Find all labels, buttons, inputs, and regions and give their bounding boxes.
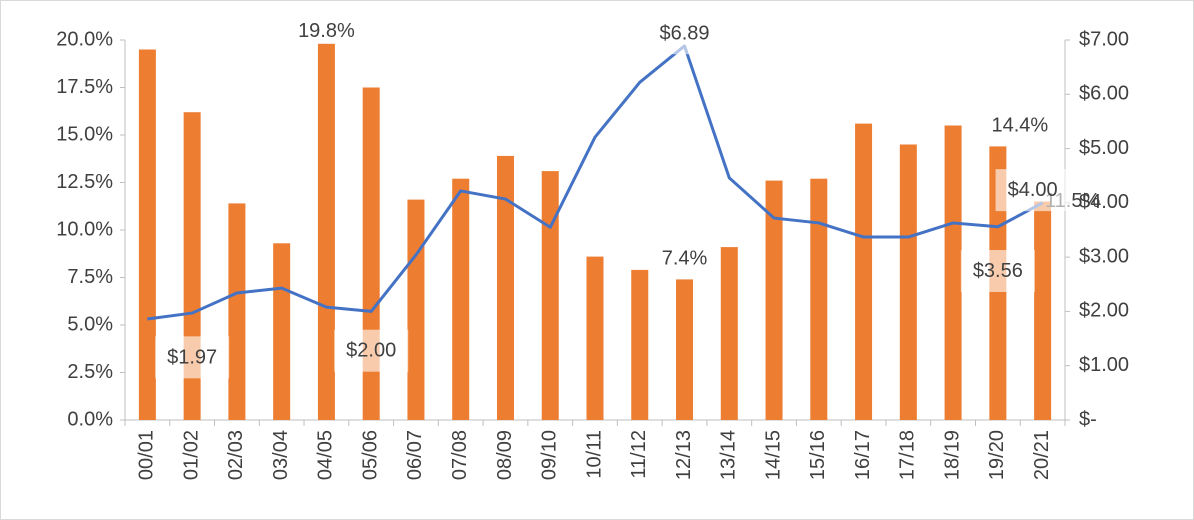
y-tick-label: 10.0%	[56, 218, 113, 240]
bar	[541, 171, 559, 420]
x-tick-label: 14/15	[762, 430, 784, 480]
y2-tick-label: $1.00	[1079, 354, 1129, 376]
y-tick-label: 20.0%	[56, 28, 113, 50]
data-label: 14.4%	[991, 115, 1048, 137]
y-tick-label: 12.5%	[56, 171, 113, 193]
data-label-bg	[960, 250, 1035, 293]
data-label: $3.56	[973, 260, 1023, 282]
y-tick-label: 7.5%	[67, 266, 113, 288]
x-tick-label: 00/01	[136, 430, 158, 480]
x-tick-label: 12/13	[673, 430, 695, 480]
x-tick-label: 05/06	[359, 430, 381, 480]
x-tick-label: 06/07	[404, 430, 426, 480]
x-tick-label: 20/21	[1031, 430, 1053, 480]
bar	[720, 247, 738, 420]
x-tick-label: 11/12	[628, 430, 650, 479]
bar	[676, 279, 694, 420]
y-tick-label: 2.5%	[67, 361, 113, 383]
x-tick-label: 01/02	[180, 430, 202, 480]
x-tick-label: 10/11	[583, 430, 605, 479]
y2-tick-label: $3.00	[1079, 245, 1129, 267]
x-tick-label: 03/04	[270, 430, 292, 480]
bar	[631, 269, 649, 420]
bar	[228, 203, 246, 420]
y2-tick-label: $5.00	[1079, 137, 1129, 159]
x-tick-label: 15/16	[807, 430, 829, 480]
data-label: 19.8%	[298, 20, 355, 42]
y-tick-label: 15.0%	[56, 123, 113, 145]
x-tick-label: 04/05	[315, 430, 337, 480]
line	[147, 44, 1044, 321]
y2-tick-label: $7.00	[1079, 28, 1129, 50]
data-label-bg	[647, 12, 722, 55]
bar	[452, 178, 470, 420]
data-label: $6.89	[659, 22, 709, 44]
x-tick-label: 07/08	[449, 430, 471, 480]
x-tick-label: 13/14	[718, 430, 740, 480]
y2-tick-label: $-	[1079, 408, 1097, 430]
y-tick-label: 17.5%	[56, 76, 113, 98]
data-label: $2.00	[346, 340, 396, 362]
data-label: $1.97	[167, 346, 217, 368]
data-label-bg	[334, 329, 409, 372]
x-tick-label: 16/17	[852, 430, 874, 480]
bar	[944, 125, 962, 420]
bar	[138, 49, 156, 420]
data-label-bg	[995, 169, 1070, 212]
bar	[810, 178, 828, 420]
data-label: $4.00	[1008, 179, 1058, 201]
bar	[496, 155, 514, 420]
bar	[765, 180, 783, 420]
y2-tick-label: $2.00	[1079, 300, 1129, 322]
y-tick-label: 5.0%	[67, 313, 113, 335]
data-label-bg	[155, 336, 230, 379]
x-tick-label: 08/09	[494, 430, 516, 480]
y-tick-label: 0.0%	[67, 408, 113, 430]
x-tick-label: 17/18	[897, 430, 919, 480]
x-tick-label: 18/19	[941, 430, 963, 480]
bar	[586, 256, 604, 420]
y2-tick-label: $6.00	[1079, 83, 1129, 105]
bar	[1034, 201, 1052, 420]
x-tick-label: 09/10	[539, 430, 561, 480]
y2-tick-label: $4.00	[1079, 191, 1129, 213]
x-tick-label: 02/03	[225, 430, 247, 480]
data-label: 7.4%	[662, 248, 708, 270]
bar	[855, 123, 873, 420]
bar	[899, 144, 917, 420]
bar	[273, 243, 291, 420]
bar	[407, 199, 425, 420]
x-tick-label: 19/20	[986, 430, 1008, 480]
bar	[317, 43, 335, 421]
